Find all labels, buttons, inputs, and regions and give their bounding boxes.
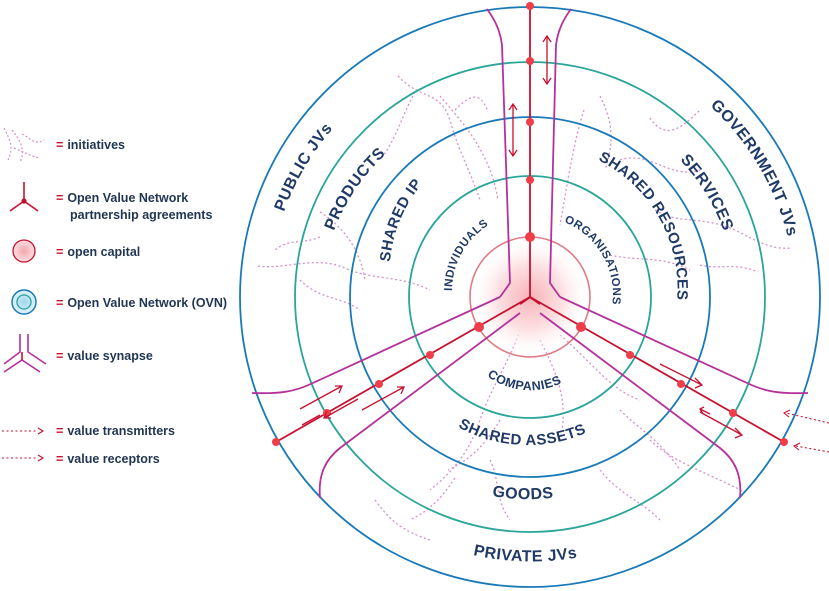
label-services: SERVICES bbox=[677, 151, 736, 233]
legend-item-value-transmitters: = value transmitters bbox=[2, 424, 175, 438]
svg-text:=open capital: = open capital bbox=[56, 245, 140, 259]
value-synapses bbox=[251, 8, 809, 499]
exchange-arrows bbox=[299, 34, 744, 439]
junction-mark bbox=[519, 295, 541, 305]
legend-label-initiatives: initiatives bbox=[67, 138, 125, 152]
svg-text:=Open Value Network: = Open Value Network bbox=[56, 191, 188, 205]
value-receptor-icon bbox=[2, 454, 45, 462]
synapse-right-upper bbox=[559, 296, 809, 395]
arrow-left-2 bbox=[323, 398, 359, 419]
value-transmitter-icon bbox=[2, 427, 45, 435]
svg-text:=initiatives: = initiatives bbox=[56, 138, 125, 152]
svg-text:SHARED ASSETS: SHARED ASSETS bbox=[456, 415, 588, 449]
node bbox=[677, 380, 685, 388]
svg-text:COMPANIES: COMPANIES bbox=[485, 367, 563, 394]
legend-item-ovn: = Open Value Network (OVN) bbox=[11, 289, 227, 315]
arrow-top-1 bbox=[542, 34, 552, 86]
legend: = initiatives = Open Value Network partner… bbox=[2, 127, 227, 466]
nodes bbox=[272, 2, 788, 446]
legend-item-open-capital: = open capital bbox=[12, 239, 140, 263]
svg-text:PRIVATE JVs: PRIVATE JVs bbox=[472, 542, 578, 565]
arrow-top-2 bbox=[508, 102, 518, 158]
synapse-left-lower bbox=[318, 312, 521, 499]
svg-text:=value receptors: = value receptors bbox=[56, 452, 160, 466]
node bbox=[780, 438, 788, 446]
synapse-top-right bbox=[549, 8, 572, 298]
arrow-right-3 bbox=[699, 406, 711, 415]
node bbox=[525, 232, 535, 242]
legend-label-ovn: Open Value Network (OVN) bbox=[67, 296, 227, 310]
legend-item-value-synapse: = value synapse bbox=[3, 334, 153, 373]
legend-item-value-receptors: = value receptors bbox=[2, 452, 160, 466]
legend-label-ovn-partnership-2: partnership agreements bbox=[70, 208, 212, 222]
node bbox=[375, 380, 383, 388]
legend-label-value-transmitters: value transmitters bbox=[67, 424, 175, 438]
initiatives-icon bbox=[3, 127, 45, 163]
node bbox=[526, 176, 534, 184]
svg-text:=Open Value Network (OVN): = Open Value Network (OVN) bbox=[56, 296, 227, 310]
legend-item-partnership: = Open Value Network partnership agreemen… bbox=[9, 182, 212, 222]
legend-label-value-synapse: value synapse bbox=[67, 349, 153, 363]
legend-label-ovn-partnership: Open Value Network bbox=[67, 191, 188, 205]
external-signals bbox=[782, 409, 829, 453]
label-shared-assets: SHARED ASSETS bbox=[456, 415, 588, 449]
node bbox=[526, 57, 534, 65]
node bbox=[626, 351, 634, 359]
node bbox=[272, 438, 280, 446]
node bbox=[729, 409, 737, 417]
svg-text:PUBLIC JVs: PUBLIC JVs bbox=[272, 120, 336, 214]
label-private-jvs: PRIVATE JVs bbox=[472, 542, 578, 565]
arrow-left-4 bbox=[361, 386, 405, 411]
svg-text:=value transmitters: = value transmitters bbox=[56, 424, 175, 438]
synapse-top-left bbox=[486, 8, 511, 298]
legend-label-open-capital: open capital bbox=[67, 245, 140, 259]
synapse-left-upper bbox=[251, 296, 501, 395]
arrow-right-2 bbox=[699, 411, 744, 439]
spine-right bbox=[529, 296, 785, 443]
node bbox=[526, 2, 534, 10]
label-companies: COMPANIES bbox=[485, 367, 563, 394]
spine-left bbox=[275, 296, 531, 443]
partnership-agreement-icon bbox=[9, 182, 39, 212]
legend-item-initiatives: = initiatives bbox=[3, 127, 125, 163]
node bbox=[576, 322, 586, 332]
label-public-jvs: PUBLIC JVs bbox=[272, 120, 336, 214]
legend-eq: = bbox=[56, 138, 63, 152]
svg-text:GOODS: GOODS bbox=[491, 483, 554, 503]
svg-text:SERVICES: SERVICES bbox=[677, 151, 736, 233]
ovn-icon bbox=[11, 289, 37, 315]
arrow-left-1 bbox=[299, 385, 343, 410]
partnership-agreements bbox=[275, 6, 785, 443]
svg-text:=value synapse: = value synapse bbox=[56, 349, 153, 363]
open-capital-icon bbox=[12, 239, 36, 263]
arrow-left-3 bbox=[301, 414, 321, 426]
node bbox=[426, 351, 434, 359]
legend-label-value-receptors: value receptors bbox=[67, 452, 159, 466]
value-synapse-icon bbox=[3, 334, 47, 373]
synapse-right-lower bbox=[539, 312, 742, 499]
label-products: PRODUCTS bbox=[322, 145, 388, 233]
node bbox=[526, 118, 534, 126]
arrow-right-1 bbox=[659, 363, 704, 389]
node bbox=[474, 322, 484, 332]
svg-text:PRODUCTS: PRODUCTS bbox=[322, 145, 389, 233]
label-goods: GOODS bbox=[491, 483, 553, 503]
